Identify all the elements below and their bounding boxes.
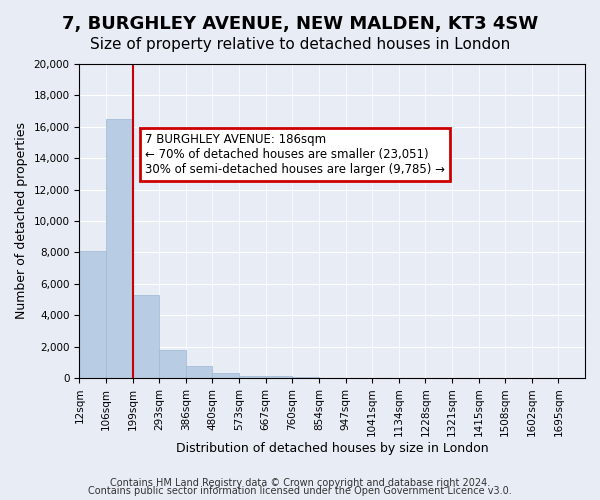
X-axis label: Distribution of detached houses by size in London: Distribution of detached houses by size … bbox=[176, 442, 488, 455]
Bar bbox=[159, 350, 186, 378]
Bar bbox=[292, 377, 319, 378]
Bar bbox=[239, 376, 266, 378]
Y-axis label: Number of detached properties: Number of detached properties bbox=[15, 122, 28, 320]
Text: Size of property relative to detached houses in London: Size of property relative to detached ho… bbox=[90, 38, 510, 52]
Bar bbox=[186, 366, 212, 378]
Text: 7, BURGHLEY AVENUE, NEW MALDEN, KT3 4SW: 7, BURGHLEY AVENUE, NEW MALDEN, KT3 4SW bbox=[62, 15, 538, 33]
Bar bbox=[212, 374, 239, 378]
Text: Contains HM Land Registry data © Crown copyright and database right 2024.: Contains HM Land Registry data © Crown c… bbox=[110, 478, 490, 488]
Text: 7 BURGHLEY AVENUE: 186sqm
← 70% of detached houses are smaller (23,051)
30% of s: 7 BURGHLEY AVENUE: 186sqm ← 70% of detac… bbox=[145, 133, 445, 176]
Bar bbox=[266, 376, 292, 378]
Bar bbox=[106, 119, 133, 378]
Bar bbox=[133, 295, 159, 378]
Bar bbox=[79, 251, 106, 378]
Text: Contains public sector information licensed under the Open Government Licence v3: Contains public sector information licen… bbox=[88, 486, 512, 496]
